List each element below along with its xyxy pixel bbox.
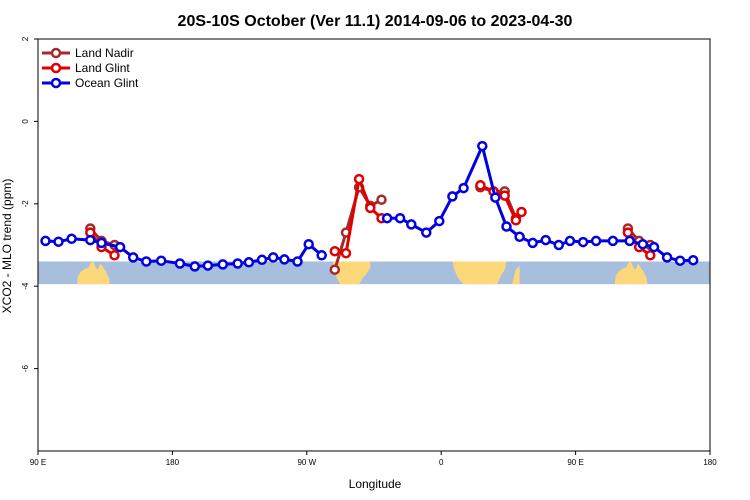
- data-point: [624, 235, 635, 247]
- data-point: [527, 237, 538, 249]
- data-point: [475, 180, 486, 191]
- data-point: [434, 215, 445, 227]
- x-tick-label: 180: [703, 458, 717, 467]
- data-point: [109, 250, 120, 261]
- x-tick-label: 90 W: [297, 458, 316, 467]
- map-land: [512, 265, 520, 285]
- data-point: [329, 264, 341, 275]
- data-point: [477, 140, 488, 152]
- data-point: [577, 236, 589, 248]
- y-axis-ticks: 2 0 -2 -4 -6: [21, 36, 38, 372]
- data-point: [232, 258, 243, 269]
- legend-marker: [50, 62, 62, 74]
- data-point: [637, 238, 649, 250]
- data-point: [645, 250, 656, 261]
- x-axis-label: Longitude: [349, 477, 402, 491]
- data-point: [114, 241, 126, 253]
- data-point: [674, 255, 686, 266]
- data-point: [687, 254, 699, 266]
- map-land: [77, 261, 110, 285]
- data-point: [607, 235, 619, 247]
- data-point: [256, 254, 268, 266]
- series-land-glint: [85, 173, 656, 261]
- series-ocean-glint: [40, 140, 699, 272]
- data-point: [66, 233, 77, 245]
- y-tick-label: -2: [21, 200, 30, 208]
- legend-marker: [50, 47, 62, 59]
- data-point: [189, 261, 201, 272]
- data-point: [406, 219, 417, 230]
- data-point: [648, 241, 660, 253]
- legend-item: Land Nadir: [42, 46, 134, 60]
- data-point: [141, 256, 152, 267]
- data-point: [340, 247, 352, 259]
- data-point: [85, 234, 96, 246]
- data-point: [174, 258, 186, 269]
- data-point: [516, 206, 527, 218]
- y-tick-label: 2: [21, 36, 30, 41]
- legend-marker: [50, 77, 62, 89]
- series-layer: [40, 140, 699, 275]
- map-land: [452, 261, 507, 285]
- data-point: [127, 252, 139, 263]
- data-point: [590, 235, 602, 247]
- data-point: [303, 238, 314, 250]
- y-tick-label: -6: [21, 364, 30, 372]
- data-point: [96, 237, 107, 249]
- data-point: [490, 192, 501, 203]
- y-axis-label: XCO2 - MLO trend (ppm): [0, 179, 14, 314]
- data-point: [353, 173, 365, 185]
- legend-item: Land Glint: [42, 61, 130, 75]
- x-tick-label: 90 E: [567, 458, 583, 467]
- map-land: [332, 261, 371, 285]
- data-point: [501, 221, 512, 232]
- data-point: [202, 260, 214, 271]
- data-point: [329, 245, 341, 257]
- x-tick-label: 0: [439, 458, 444, 467]
- data-point: [447, 191, 458, 202]
- legend-label: Land Glint: [75, 61, 130, 75]
- data-point: [53, 236, 64, 247]
- data-point: [661, 252, 673, 263]
- data-point: [243, 257, 255, 268]
- legend-label: Land Nadir: [75, 46, 134, 60]
- data-point: [376, 194, 387, 205]
- data-point: [155, 255, 167, 266]
- x-tick-label: 180: [166, 458, 180, 467]
- x-axis-ticks: 90 E 180 90 W 0 90 E 180: [30, 451, 717, 467]
- data-point: [540, 234, 551, 246]
- legend-label: Ocean Glint: [75, 76, 139, 90]
- series-land-nadir: [85, 182, 656, 275]
- data-point: [510, 215, 522, 226]
- data-point: [564, 235, 576, 247]
- chart-title: 20S-10S October (Ver 11.1) 2014-09-06 to…: [178, 13, 573, 30]
- map-land: [614, 261, 648, 285]
- data-point: [553, 239, 565, 251]
- data-point: [267, 252, 279, 263]
- data-point: [217, 259, 229, 270]
- data-point: [421, 227, 432, 238]
- data-point: [40, 235, 51, 247]
- y-tick-label: 0: [21, 119, 30, 124]
- data-point: [381, 212, 393, 224]
- data-point: [394, 212, 406, 224]
- data-point: [499, 190, 510, 201]
- data-point: [316, 250, 327, 261]
- data-point: [279, 254, 290, 265]
- y-tick-label: -4: [21, 282, 30, 290]
- data-point: [622, 227, 634, 238]
- data-point: [458, 182, 469, 194]
- data-point: [514, 231, 525, 243]
- legend-item: Ocean Glint: [42, 76, 139, 90]
- data-point: [365, 202, 376, 214]
- x-tick-label: 90 E: [30, 458, 46, 467]
- data-point: [292, 256, 303, 267]
- plot-frame: [37, 38, 711, 452]
- map-band: [38, 261, 710, 285]
- map-ocean: [38, 261, 710, 285]
- series-line: [333, 185, 383, 271]
